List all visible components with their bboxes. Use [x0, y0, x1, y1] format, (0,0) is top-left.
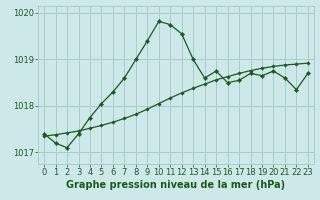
X-axis label: Graphe pression niveau de la mer (hPa): Graphe pression niveau de la mer (hPa) — [67, 180, 285, 190]
